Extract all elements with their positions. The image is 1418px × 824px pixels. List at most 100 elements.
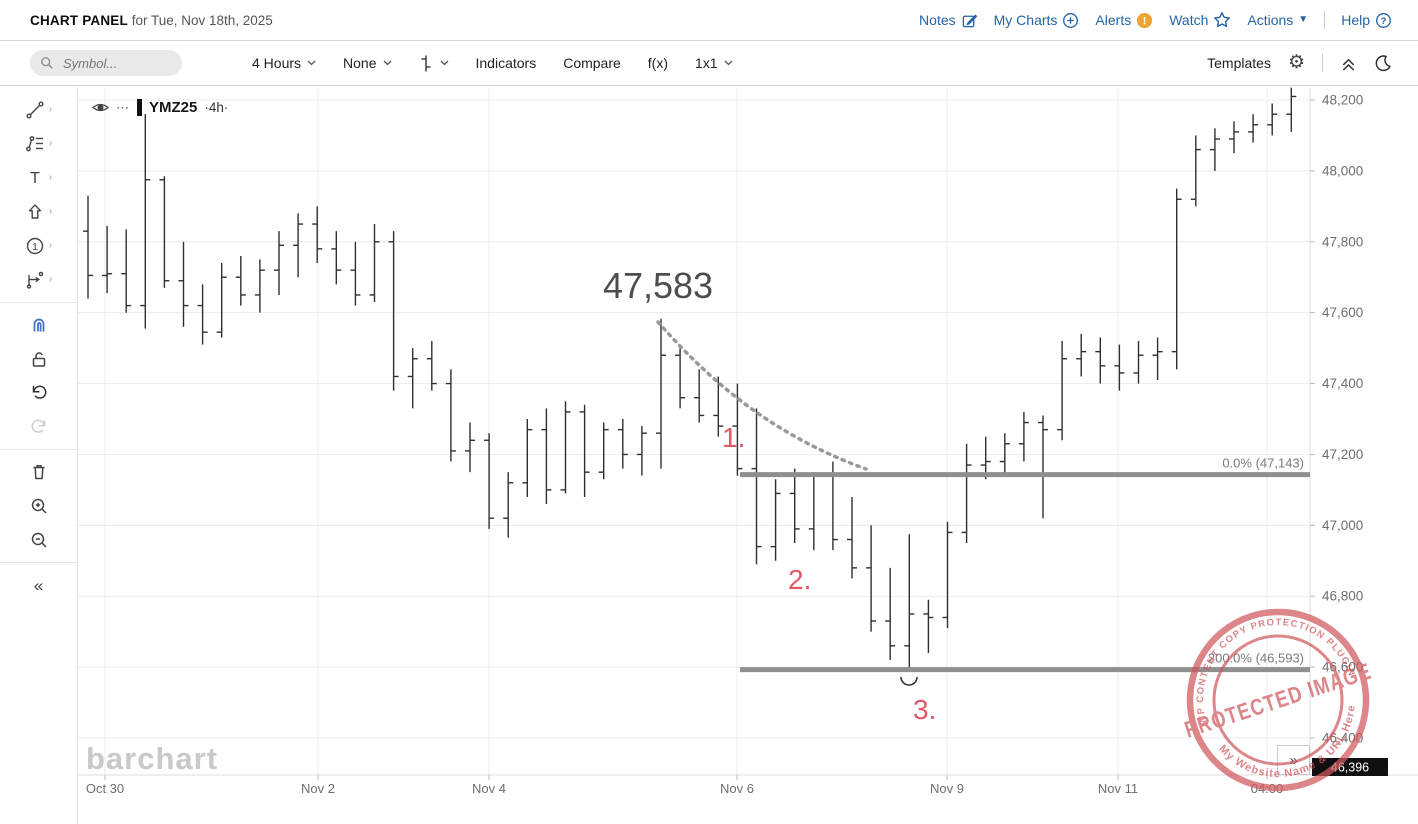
tools-divider [0,302,78,303]
delete-drawings-button[interactable] [1,455,77,489]
line-tool-button[interactable]: › [1,93,77,127]
svg-text:T: T [30,170,40,187]
notes-label: Notes [919,12,956,28]
undo-button[interactable] [1,376,77,410]
svg-text:47,400: 47,400 [1322,376,1363,391]
series-color-bar [137,99,142,116]
symbol-name: YMZ25 [149,99,198,116]
circled-one-icon: 1 [25,236,45,256]
redo-icon [29,417,49,437]
circle-plus-icon [1062,12,1079,29]
barchart-watermark: barchart [86,741,218,776]
indicators-label: Indicators [475,55,537,71]
alert-badge-icon: ! [1136,12,1153,29]
symbol-search[interactable] [30,50,182,76]
my-charts-link[interactable]: My Charts [994,12,1080,29]
functions-label: f(x) [647,55,669,71]
ohlc-bars [83,87,1297,670]
tool-caret: › [48,274,53,285]
svg-text:Nov 6: Nov 6 [720,781,754,796]
alerts-link[interactable]: Alerts ! [1095,12,1153,29]
svg-text:?: ? [1381,15,1387,26]
dotted-trendline[interactable] [656,320,868,471]
actions-menu[interactable]: Actions ▼ [1247,12,1309,28]
lock-toggle[interactable] [1,342,77,376]
text-tool-button[interactable]: T › [1,161,77,195]
arc-marker [900,676,918,686]
star-icon [1213,11,1231,29]
header-divider [1324,11,1326,29]
svg-text:!: ! [1143,15,1147,27]
svg-text:Nov 11: Nov 11 [1098,781,1138,796]
collapse-rail-button[interactable]: « [1,568,77,602]
tool-caret: › [48,138,53,149]
watch-link[interactable]: Watch [1169,11,1231,29]
fib-label: 200.0% (46,593) [1208,651,1304,666]
more-options-icon[interactable]: ⋯ [116,100,130,115]
measure-tool-button[interactable]: › [1,263,77,297]
magnet-toggle[interactable] [1,308,77,342]
svg-text:Oct 30: Oct 30 [86,781,124,796]
page-title: CHART PANEL [30,12,128,28]
svg-text:47,600: 47,600 [1322,305,1363,320]
undo-icon [29,383,49,403]
help-label: Help [1341,12,1370,28]
svg-text:46,800: 46,800 [1322,589,1363,604]
ohlc-bar-type-icon [419,54,434,73]
tool-caret: › [48,172,53,183]
step-annotation-1: 1. [722,422,745,453]
actions-label: Actions [1247,12,1294,28]
overlay-dropdown[interactable]: None [343,55,391,71]
functions-button[interactable]: f(x) [648,55,668,71]
step-annotation-2: 2. [788,564,811,595]
price-badge-value: 46,396 [1331,761,1369,775]
notes-link[interactable]: Notes [919,12,978,29]
page-subtitle: for Tue, Nov 18th, 2025 [131,12,273,28]
scroll-right-button[interactable]: » [1277,745,1310,775]
svg-text:Nov 9: Nov 9 [930,781,964,796]
bar-type-dropdown[interactable] [419,54,449,73]
svg-text:04:00: 04:00 [1251,781,1284,796]
fibonacci-icon [25,134,45,154]
number-annotation-button[interactable]: 1 › [1,229,77,263]
overlay-label: None [343,55,377,71]
toolbar-menus: 4 Hours None Indicators Compare f(x) [252,54,733,73]
compare-button[interactable]: Compare [563,55,621,71]
zoom-in-icon [29,496,49,516]
toolbar-right: Templates ⚙ [1207,53,1392,72]
chevron-down-icon [307,60,316,66]
svg-text:46,600: 46,600 [1322,660,1363,675]
search-icon [40,56,54,70]
arrow-up-icon [25,202,45,222]
grid-layout-label: 1x1 [695,55,718,71]
svg-text:1: 1 [32,241,38,253]
eye-icon[interactable] [92,101,109,114]
svg-text:47,000: 47,000 [1322,518,1363,533]
question-circle-icon: ? [1375,12,1392,29]
price-axis[interactable]: 48,200 48,000 47,800 47,600 47,400 47,200 47,0… [1310,93,1363,746]
zoom-in-button[interactable] [1,489,77,523]
indicators-button[interactable]: Indicators [476,55,537,71]
svg-text:47,800: 47,800 [1322,234,1363,249]
symbol-input[interactable] [61,54,175,72]
collapse-up-icon[interactable] [1340,55,1357,72]
arrow-tool-button[interactable]: › [1,195,77,229]
tools-divider [0,562,78,563]
fibonacci-tool-button[interactable]: › [1,127,77,161]
help-link[interactable]: Help ? [1341,12,1392,29]
redo-button[interactable] [1,410,77,444]
trash-icon [29,462,49,482]
tool-caret: › [48,240,53,251]
templates-button[interactable]: Templates [1207,55,1271,71]
timeframe-dropdown[interactable]: 4 Hours [252,55,316,71]
dark-mode-moon-icon[interactable] [1374,54,1392,72]
chevron-down-icon [440,60,449,66]
double-chevron-left-icon: « [33,575,44,595]
zoom-out-button[interactable] [1,523,77,557]
timeframe-label: 4 Hours [252,55,302,71]
grid-layout-dropdown[interactable]: 1x1 [695,55,733,71]
time-axis[interactable]: Oct 30 Nov 2 Nov 4 Nov 6 Nov 9 Nov 11 04:00 [86,775,1283,796]
fib-label: 0.0% (47,143) [1222,456,1304,471]
trendline-icon [25,100,45,120]
